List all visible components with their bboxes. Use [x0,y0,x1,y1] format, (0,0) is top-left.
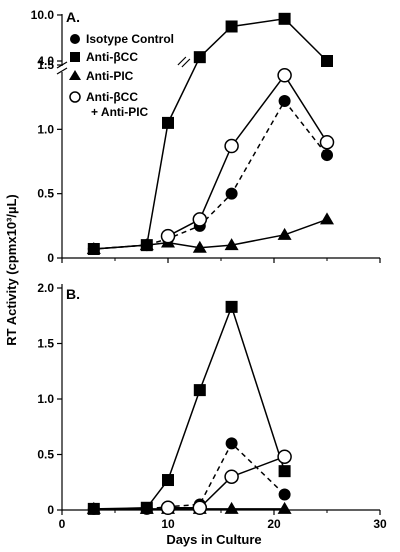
panel-a-point-anti-pic-4 [224,238,239,251]
panel-a-point-isotype-control-5 [278,95,291,108]
panel-a-series-line-anti-pic [93,218,328,250]
legend-marker-anti-pic [69,70,81,80]
legend-label-anti-pic: Anti-PIC [86,69,134,83]
panel-a-line-break-mark-1 [177,56,187,66]
panel-b-label: B. [66,286,80,302]
panel-a-point-isotype-control-6 [321,149,333,162]
panel-b-x-tick-label-1: 10 [161,517,175,531]
panel-a-point-anti-cc-5 [278,12,291,25]
panel-a-label: A. [66,9,80,25]
panel-a-y-upper-tick-label-0: 4.0 [37,54,54,68]
panel-b-series-line-isotype-control [93,442,286,510]
panel-a-point-anti-pic-6 [320,212,334,225]
panel-a-y-tick-label-2: 1.0 [37,122,54,136]
legend-label-combo-line2: + Anti-PIC [91,105,149,119]
panel-b-point-anti-cc-anti-pic-3 [277,449,292,464]
legend-label-isotype: Isotype Control [86,32,174,46]
panel-a-series-line-anti-cc-anti-pic [167,73,328,237]
panel-b-point-anti-pic-4 [224,501,239,514]
panel-a-point-anti-cc-anti-pic-1 [192,212,208,227]
panel-b-x-tick-label-0: 0 [59,517,66,531]
legend-marker-combo [69,91,81,103]
y-axis-label: RT Activity (cpmx10³/µL) [4,194,19,345]
panel-b-y-tick-label-0: 0 [47,503,54,517]
panel-b-point-anti-pic-5 [277,501,292,514]
panel-a-point-anti-pic-0 [86,241,101,254]
panel-b-y-tick-label-2: 1.0 [37,392,54,406]
panel-a-series-line-isotype-control [93,99,328,250]
panel-b-point-isotype-control-4 [225,437,238,450]
panel-b-point-anti-cc-3 [193,384,206,397]
panel-b-point-anti-cc-anti-pic-0 [160,500,176,516]
panel-b-series-line-anti-cc [93,304,286,510]
panel-b-y-tick-label-3: 1.5 [37,337,54,351]
panel-a-point-anti-cc-2 [162,116,174,129]
panel-a-point-anti-cc-anti-pic-3 [277,68,292,83]
panel-a-y-upper-tick-label-1: 10.0 [31,8,55,22]
panel-b-y-tick-label-4: 2.0 [37,281,54,295]
panel-b-point-anti-cc-4 [225,300,238,313]
panel-b-point-anti-pic-1 [139,501,154,514]
panel-a-point-anti-cc-3 [193,51,206,64]
panel-b-point-anti-cc-2 [162,474,174,487]
x-axis-label: Days in Culture [166,532,261,547]
panel-a-point-anti-cc-anti-pic-4 [319,134,335,150]
legend: Isotype Control Anti-βCC Anti-PIC Anti-β… [69,32,174,119]
panel-a-line-break-mark-2 [181,58,191,68]
panel-a-point-isotype-control-4 [225,187,238,200]
panel-b-point-anti-cc-anti-pic-2 [224,469,239,484]
panel-b-plot: 0 0.5 1.0 1.5 2.0 0 10 20 30 [37,281,387,531]
panel-a-point-anti-cc-anti-pic-2 [224,138,239,154]
panel-b-point-anti-pic-0 [86,501,101,514]
panel-b-x-tick-label-3: 30 [373,517,387,531]
panel-b-series-line-anti-cc-anti-pic [168,455,285,509]
panel-b-y-tick-label-1: 0.5 [37,448,54,462]
panel-a-y-break-mark-1 [56,67,68,75]
panel-a-plot: 0 0.5 1.0 1.54.0 10.0 [31,8,381,265]
panel-b-point-anti-cc-5 [278,465,291,478]
panel-a-point-anti-cc-6 [321,55,333,67]
legend-marker-isotype [70,34,80,44]
panel-a-y-tick-label-0: 0 [47,251,54,265]
panel-b-point-isotype-control-5 [278,488,291,501]
legend-label-anti-bcc: Anti-βCC [86,50,138,64]
legend-marker-anti-bcc [70,52,80,62]
panel-a-point-anti-pic-3 [192,240,207,253]
panel-a-y-tick-label-1: 0.5 [37,187,54,201]
panel-a-point-anti-cc-4 [225,20,238,33]
legend-label-combo-line1: Anti-βCC [86,90,138,104]
panel-a-point-anti-cc-anti-pic-0 [160,228,176,244]
panel-b-point-anti-cc-anti-pic-1 [192,500,208,516]
panel-b-x-tick-label-2: 20 [267,517,281,531]
panel-a-point-anti-pic-5 [277,227,292,240]
panel-a-y-tick-label-3: 1.5 [37,58,54,72]
panel-a-point-anti-pic-1 [139,238,154,251]
